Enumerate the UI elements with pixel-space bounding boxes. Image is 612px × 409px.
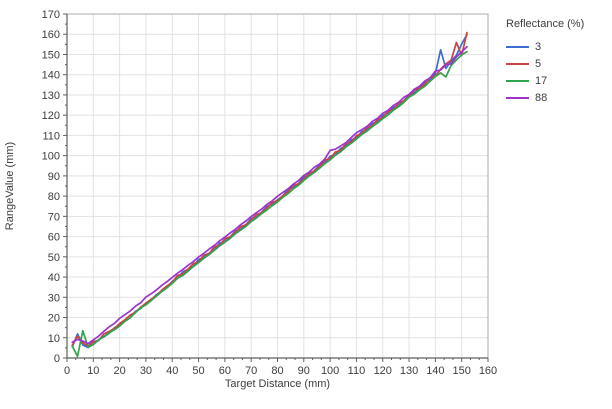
x-tick-label: 160 (479, 365, 497, 377)
y-tick-label: 60 (48, 232, 60, 244)
legend-swatch-icon (506, 62, 529, 65)
legend-swatch-icon (506, 79, 529, 82)
legend-swatch-icon (506, 45, 529, 48)
legend-item: 17 (506, 72, 610, 89)
series-line-88 (71, 45, 468, 345)
y-tick-label: 90 (48, 171, 60, 183)
legend-item-label: 17 (535, 74, 548, 87)
y-tick-label: 40 (48, 272, 60, 284)
y-tick-label: 140 (42, 70, 60, 82)
y-tick-label: 50 (48, 252, 60, 264)
x-tick-label: 10 (87, 365, 99, 377)
x-tick-label: 50 (192, 365, 204, 377)
x-tick-label: 120 (374, 365, 392, 377)
legend-item: 5 (506, 55, 610, 72)
legend-item-label: 88 (535, 91, 548, 104)
legend-item: 88 (506, 89, 610, 106)
y-tick-label: 20 (48, 313, 60, 325)
y-tick-label: 30 (48, 292, 60, 304)
legend-items: 3 5 17 88 (506, 38, 610, 106)
y-tick-label: 110 (42, 130, 60, 142)
y-tick-label: 120 (42, 110, 60, 122)
x-tick-label: 70 (245, 365, 257, 377)
legend-swatch-icon (506, 96, 529, 99)
x-axis-title: Target Distance (mm) (224, 378, 331, 390)
x-tick-label: 80 (271, 365, 283, 377)
x-tick-label: 130 (400, 365, 418, 377)
x-tick-label: 20 (114, 365, 126, 377)
legend: Reflectance (%) 3 5 17 88 (506, 18, 610, 106)
y-tick-label: 130 (42, 90, 60, 102)
y-tick-label: 70 (48, 211, 60, 223)
legend-title: Reflectance (%) (506, 18, 585, 30)
x-tick-label: 30 (140, 365, 152, 377)
x-tick-label: 100 (321, 365, 339, 377)
y-tick-label: 160 (42, 29, 60, 41)
x-tick-label: 140 (426, 365, 444, 377)
legend-item-label: 5 (535, 57, 542, 70)
x-tick-label: 150 (453, 365, 471, 377)
y-tick-label: 10 (48, 333, 60, 345)
x-tick-label: 40 (166, 365, 178, 377)
legend-item-label: 3 (535, 40, 542, 53)
y-tick-label: 80 (48, 191, 60, 203)
y-tick-label: 170 (42, 9, 60, 21)
y-tick-label: 150 (42, 49, 60, 61)
y-tick-label: 100 (42, 151, 60, 163)
x-tick-label: 0 (64, 365, 70, 377)
series-line-17 (71, 50, 468, 358)
x-tick-label: 110 (348, 365, 366, 377)
x-tick-label: 60 (219, 365, 231, 377)
y-axis-title: RangeValue (mm) (4, 141, 16, 231)
x-tick-label: 90 (298, 365, 310, 377)
legend-item: 3 (506, 38, 610, 55)
y-tick-label: 0 (54, 353, 60, 365)
